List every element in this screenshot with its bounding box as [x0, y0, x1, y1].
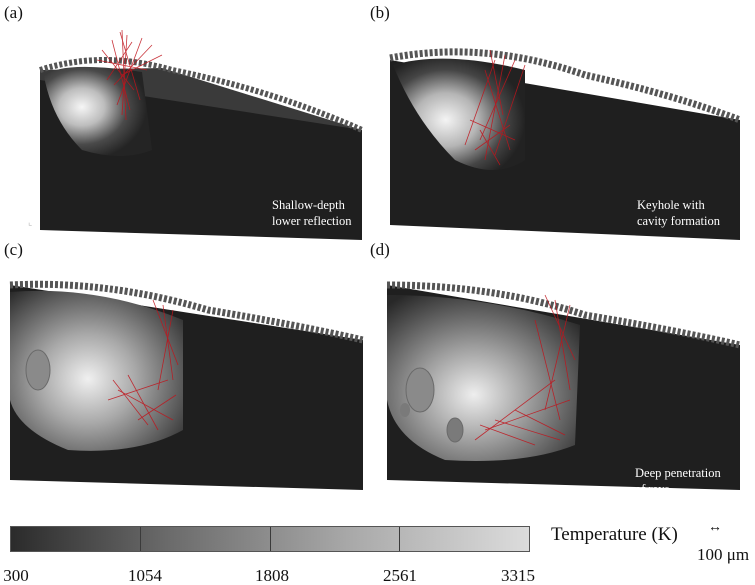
temperature-colorbar [10, 526, 530, 552]
colorbar-tick: 1054 [128, 566, 162, 585]
simulation-panel-d [385, 280, 745, 490]
melt-pool-render-c [9, 280, 364, 490]
simulation-panel-a: ⌞ [22, 30, 382, 240]
simulation-panel-b [385, 30, 745, 240]
melt-pool-render-d [386, 281, 741, 490]
panel-label-b: (b) [370, 3, 390, 22]
colorbar-title: Temperature (K) [551, 524, 678, 545]
panel-label-c: (c) [4, 240, 23, 259]
colorbar-tick: 300 [3, 566, 29, 585]
melt-pool-render-a: ⌞ [28, 30, 364, 240]
colorbar-tick: 3315 [501, 566, 535, 585]
scale-bar-arrow-icon: ↔ [708, 520, 722, 535]
simulation-panel-c [8, 280, 368, 490]
scale-bar-label: 100 μm [697, 545, 750, 564]
caption-a: Shallow-depth lower reflection [272, 198, 352, 228]
colorbar-tick: 1808 [255, 566, 289, 585]
melt-pool-render-b [389, 48, 742, 240]
colorbar-tick: 2561 [383, 566, 417, 585]
panel-label-a: (a) [4, 3, 23, 22]
panel-label-d: (d) [370, 240, 390, 259]
caption-b: Keyhole with cavity formation [637, 198, 720, 228]
caption-d: Deep penetration of rays [635, 466, 721, 496]
axis-triad-icon: ⌞ [28, 218, 32, 228]
